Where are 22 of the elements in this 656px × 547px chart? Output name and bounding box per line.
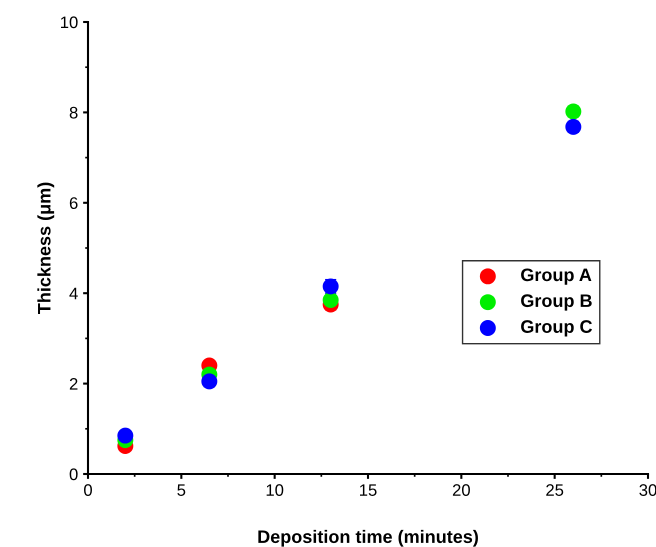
- legend-label: Group B: [521, 294, 592, 311]
- x-tick-label: 25: [546, 484, 564, 496]
- x-tick-label: 20: [452, 484, 470, 496]
- y-tick-label: 2: [70, 378, 78, 390]
- x-tick-label: 15: [360, 484, 377, 496]
- y-tick-label: 6: [70, 197, 78, 210]
- y-tick-label: 10: [61, 16, 78, 28]
- x-tick-label: 5: [177, 484, 186, 496]
- legend-label: Group C: [521, 320, 592, 337]
- legend-label: Group A: [521, 268, 592, 285]
- point: [565, 118, 582, 135]
- x-tick-label: 0: [84, 484, 92, 496]
- x-axis-title: Deposition time (minutes): [258, 530, 478, 547]
- y-axis-title: Thickness (μm): [37, 182, 54, 314]
- y-tick-label: 4: [69, 288, 78, 300]
- y-tick-label: 0: [70, 468, 78, 480]
- y-tick-label: 8: [70, 106, 78, 119]
- x-tick-label: 10: [266, 484, 284, 496]
- point: [565, 104, 582, 120]
- point: [201, 373, 218, 390]
- point: [322, 292, 339, 308]
- point: [117, 428, 134, 444]
